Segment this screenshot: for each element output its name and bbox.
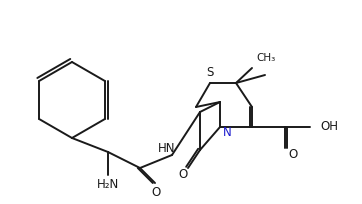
Text: N: N [223,126,232,140]
Text: O: O [178,167,188,181]
Text: H₂N: H₂N [97,177,119,191]
Text: O: O [288,149,297,162]
Text: HN: HN [158,142,176,154]
Text: CH₃: CH₃ [256,53,275,63]
Text: O: O [151,185,161,198]
Text: S: S [206,67,214,80]
Text: OH: OH [320,121,338,133]
